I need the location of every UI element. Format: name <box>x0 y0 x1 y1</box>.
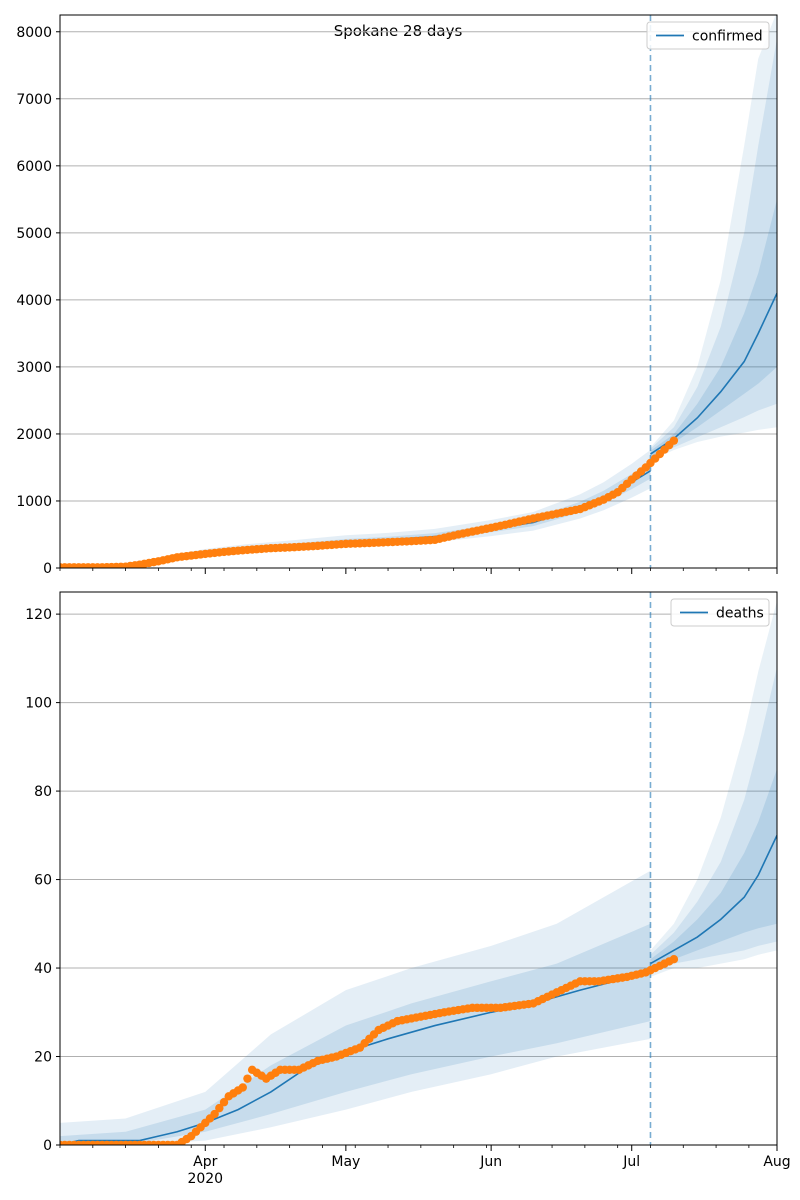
y-tick-label: 40 <box>34 961 52 977</box>
y-tick-label: 60 <box>34 873 52 889</box>
y-tick-label: 6000 <box>16 159 52 175</box>
observed-point <box>219 1098 229 1107</box>
legend-label: deaths <box>716 606 764 622</box>
y-tick-label: 0 <box>43 1138 52 1154</box>
observed-point <box>669 436 679 445</box>
axes-frame <box>59 591 778 1146</box>
x-tick-label: Aug <box>763 1154 790 1170</box>
y-tick-label: 80 <box>34 784 52 800</box>
x-tick-sublabel: 2020 <box>187 1171 223 1187</box>
x-tick-label: Jul <box>622 1154 640 1170</box>
legend: deaths <box>670 598 770 627</box>
x-tick-label: May <box>331 1154 360 1170</box>
observed-point <box>215 1103 224 1113</box>
fit-band-50 <box>60 923 651 1145</box>
plot-area <box>60 15 777 568</box>
forecast-median-line <box>650 834 777 965</box>
y-tick-label: 120 <box>25 607 52 623</box>
y-tick-label: 3000 <box>16 360 52 376</box>
y-tick-label: 7000 <box>16 92 52 108</box>
legend-box <box>670 598 770 627</box>
x-tick-label: Apr <box>193 1154 217 1170</box>
y-tick-label: 100 <box>25 696 52 712</box>
legend: confirmed <box>646 21 770 50</box>
fit-band-95 <box>60 870 651 1145</box>
forecast-band-50 <box>650 199 777 458</box>
forecast-band-95 <box>650 600 777 977</box>
observed-point <box>238 1083 247 1092</box>
y-tick-label: 8000 <box>16 25 52 41</box>
forecast-band-50 <box>650 768 777 969</box>
x-tick-label: Jun <box>479 1154 502 1170</box>
y-tick-label: 5000 <box>16 226 52 242</box>
observed-point <box>243 1074 252 1083</box>
forecast-band-95 <box>650 15 777 461</box>
observed-point <box>669 954 679 964</box>
legend-label: confirmed <box>692 29 763 45</box>
axes-frame <box>59 14 778 569</box>
y-tick-label: 4000 <box>16 293 52 309</box>
y-tick-label: 20 <box>34 1050 52 1066</box>
figure-title: Spokane 28 days <box>334 22 463 40</box>
legend-box <box>646 21 770 50</box>
plot-area <box>60 592 777 1145</box>
y-tick-label: 1000 <box>16 494 52 510</box>
y-tick-label: 0 <box>43 561 52 577</box>
confirmed-panel: 0 1000 2000 3000 4000 5000 6000 7000 8000 confirm… <box>16 14 778 577</box>
forecast-band-80 <box>650 38 777 460</box>
observed-point <box>210 1109 219 1119</box>
y-tick-label: 2000 <box>16 427 52 443</box>
